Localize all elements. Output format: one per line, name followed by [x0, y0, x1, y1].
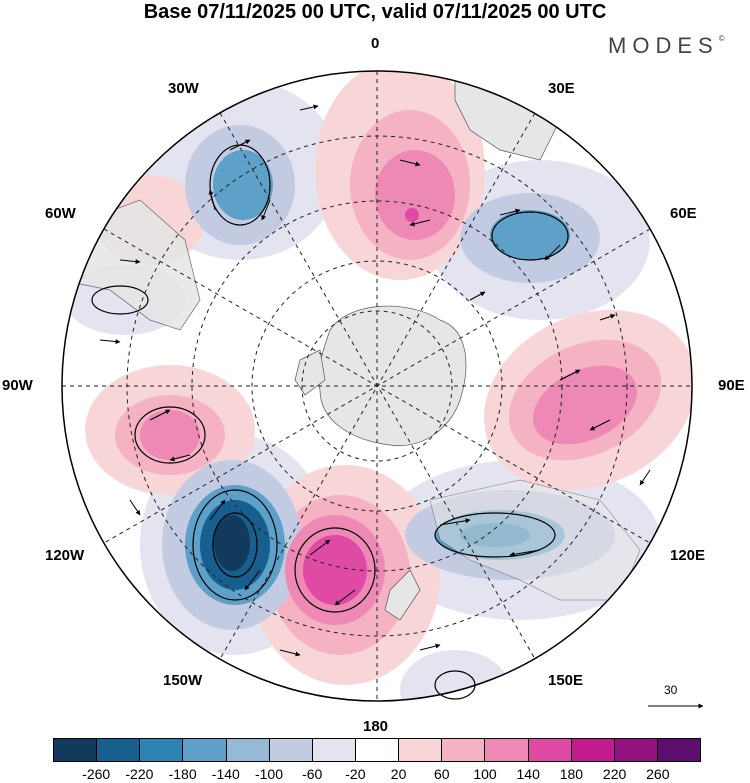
colorbar-swatch — [183, 738, 227, 762]
positive-anomaly-max-170w — [303, 535, 367, 605]
colorbar-swatch — [140, 738, 184, 762]
colorbar-tick-label: -140 — [211, 766, 240, 782]
lon-label-30e: 30E — [548, 80, 575, 97]
negative-anomaly-peak-130w — [214, 515, 250, 571]
new-zealand-land — [384, 569, 421, 621]
negative-anomaly-light-160e — [400, 650, 510, 701]
lon-label-120e: 120E — [670, 547, 706, 564]
colorbar — [53, 738, 702, 762]
negative-anomaly-strong-60e — [490, 210, 570, 260]
colorbar-tick-label: -100 — [254, 766, 284, 782]
antarctica-land — [318, 305, 467, 447]
negative-anomaly-strong-30w — [213, 150, 273, 220]
colorbar-swatch — [226, 738, 270, 762]
brand-mark: © — [718, 34, 725, 43]
graticule — [62, 71, 692, 701]
lon-label-90e: 90E — [718, 377, 745, 394]
colorbar-tick-label: 180 — [559, 766, 584, 782]
colorbar-swatch — [657, 738, 702, 762]
brand-logo: MODES© — [608, 33, 725, 59]
brand-name: MODES — [608, 33, 719, 58]
positive-anomaly-strong-0 — [375, 150, 455, 240]
colorbar-tick-label: 100 — [473, 766, 497, 782]
positive-anomaly-strong-95w — [140, 410, 200, 460]
colorbar-tick-label: 260 — [646, 766, 670, 782]
lon-label-0: 0 — [371, 35, 380, 52]
colorbar-swatch — [614, 738, 658, 762]
lon-label-60w: 60W — [45, 205, 76, 222]
map-title: Base 07/11/2025 00 UTC, valid 07/11/2025… — [143, 1, 607, 23]
colorbar-tick-label: 140 — [516, 766, 540, 782]
lon-label-60e: 60E — [670, 205, 697, 222]
lon-label-120w: 120W — [45, 547, 85, 564]
colorbar-tick-label: -20 — [345, 766, 366, 782]
colorbar-swatch — [312, 738, 356, 762]
lon-label-30w: 30W — [168, 80, 199, 97]
positive-anomaly-peak-0 — [405, 208, 419, 222]
colorbar-swatch — [355, 738, 400, 762]
wind-vectors — [99, 104, 651, 657]
colorbar-swatch — [399, 738, 443, 762]
colorbar-tick-label: -60 — [302, 766, 323, 782]
colorbar-tick-label: 60 — [434, 766, 450, 782]
lon-label-150e: 150E — [548, 672, 584, 689]
map-boundary — [61, 70, 693, 702]
australia-land — [429, 479, 641, 601]
colorbar-swatch — [97, 738, 141, 762]
colorbar-swatch — [528, 738, 572, 762]
colorbar-swatch — [53, 738, 98, 762]
antarctic-peninsula-land — [294, 349, 326, 396]
vector-scale-label: 30 — [664, 683, 678, 697]
colorbar-tick-label: -180 — [168, 766, 197, 782]
lon-label-90w: 90W — [2, 377, 33, 394]
lon-label-180: 180 — [363, 718, 389, 735]
colorbar-tick-label: -220 — [125, 766, 154, 782]
positive-anomaly-strong-90e — [533, 365, 637, 445]
lon-label-150w: 150W — [163, 672, 203, 689]
colorbar-swatch — [485, 738, 529, 762]
colorbar-swatch — [442, 738, 486, 762]
colorbar-tick-label: 20 — [390, 766, 407, 782]
anomaly-field — [62, 71, 692, 701]
colorbar-tick-label: 220 — [602, 766, 627, 782]
colorbar-swatch — [571, 738, 615, 762]
colorbar-swatch — [269, 738, 313, 762]
colorbar-tick-label: -260 — [82, 766, 111, 782]
